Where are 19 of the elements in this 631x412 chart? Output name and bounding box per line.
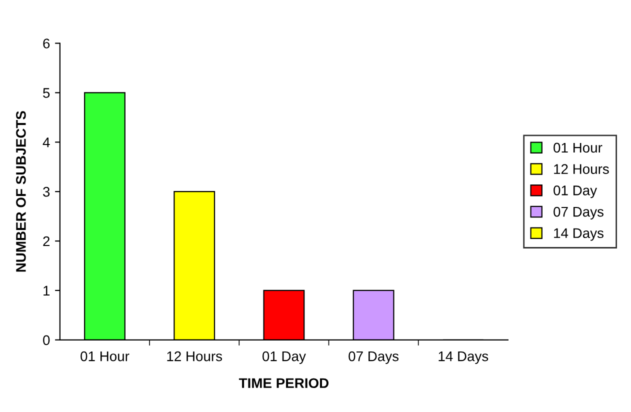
y-tick-label: 1 bbox=[44, 286, 50, 296]
y-tick-label: 4 bbox=[42, 138, 50, 148]
y-tick-label: 5 bbox=[43, 88, 50, 98]
legend-label: 01 Day bbox=[554, 186, 598, 198]
x-tick-label: 12 Hours bbox=[167, 351, 222, 362]
x-tick-label: 01 Hour bbox=[80, 351, 130, 362]
legend-label: 07 Days bbox=[554, 206, 604, 220]
y-axis-title: NUMBER OF SUBJECTS bbox=[16, 111, 26, 272]
x-tick-label: 07 Days bbox=[348, 351, 399, 364]
legend-label: 12 Hours bbox=[554, 164, 609, 174]
legend-label: 14 Days bbox=[554, 228, 604, 241]
x-axis-title: TIME PERIOD bbox=[238, 378, 329, 388]
legend-label: 01 Hour bbox=[554, 142, 602, 153]
x-tick-label: 14 Days bbox=[438, 352, 488, 364]
y-tick-label: 2 bbox=[43, 236, 50, 246]
y-tick-label: 3 bbox=[43, 186, 50, 197]
y-tick-label: 0 bbox=[43, 335, 50, 346]
y-tick-label: 6 bbox=[43, 38, 50, 48]
x-tick-label: 01 Day bbox=[262, 351, 306, 364]
